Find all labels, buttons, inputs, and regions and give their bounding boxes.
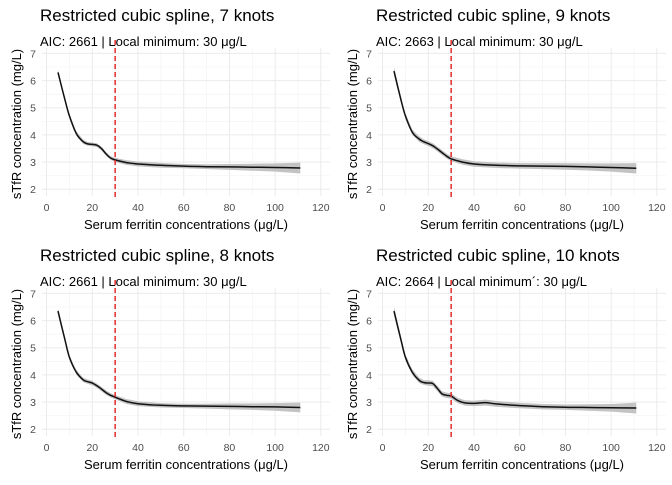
chart-panel: 0 20 40 60 80 100 120 2 3 4 5 6 7 Restricted cubic sp… — [9, 6, 330, 232]
x-tick-label: 0 — [380, 442, 386, 454]
confidence-band — [58, 308, 301, 413]
y-tick-label: 7 — [30, 288, 36, 300]
chart-panel: 0 20 40 60 80 100 120 2 3 4 5 6 7 Restricted cubic sp… — [345, 246, 666, 472]
y-axis-label: sTfR concentration (mg/L) — [9, 289, 24, 439]
y-tick-label: 3 — [366, 157, 372, 169]
x-tick-label: 40 — [132, 202, 144, 214]
x-axis-label: Serum ferritin concentrations (μg/L) — [420, 217, 624, 232]
x-tick-label: 0 — [44, 442, 50, 454]
y-tick-label: 6 — [30, 76, 36, 88]
chart-subtitle: AIC: 2661 | Local minimum: 30 μg/L — [40, 34, 247, 49]
y-tick-label: 5 — [30, 103, 36, 115]
x-axis-label: Serum ferritin concentrations (μg/L) — [84, 457, 288, 472]
x-tick-label: 20 — [422, 442, 434, 454]
x-tick-label: 100 — [266, 202, 284, 214]
y-tick-label: 7 — [30, 48, 36, 60]
y-tick-label: 6 — [366, 76, 372, 88]
x-tick-label: 60 — [514, 202, 526, 214]
confidence-band — [394, 307, 637, 414]
y-tick-label: 6 — [30, 316, 36, 328]
x-tick-label: 40 — [468, 202, 480, 214]
y-tick-label: 2 — [30, 184, 36, 196]
x-tick-label: 20 — [86, 442, 98, 454]
y-tick-label: 5 — [366, 343, 372, 355]
x-tick-label: 60 — [178, 442, 190, 454]
x-tick-label: 20 — [86, 202, 98, 214]
y-tick-label: 3 — [30, 397, 36, 409]
x-tick-label: 80 — [560, 202, 572, 214]
x-tick-label: 40 — [132, 442, 144, 454]
spline-line — [57, 72, 301, 169]
confidence-band — [394, 67, 637, 174]
y-tick-label: 7 — [366, 288, 372, 300]
chart-subtitle: AIC: 2663 | Local minimum: 30 μg/L — [376, 34, 583, 49]
x-tick-label: 80 — [224, 442, 236, 454]
y-tick-label: 3 — [30, 157, 36, 169]
spline-line — [393, 310, 637, 409]
chart-panel: 0 20 40 60 80 100 120 2 3 4 5 6 7 Restricted cubic sp… — [345, 6, 666, 232]
chart-subtitle: AIC: 2664 | Local minimum´: 30 μg/L — [376, 274, 587, 289]
spline-line — [57, 310, 301, 409]
y-tick-label: 4 — [366, 370, 372, 382]
x-tick-label: 60 — [178, 202, 190, 214]
spline-line — [393, 70, 637, 170]
y-tick-label: 2 — [366, 424, 372, 436]
chart-title: Restricted cubic spline, 9 knots — [376, 6, 610, 25]
x-tick-label: 80 — [560, 442, 572, 454]
y-tick-label: 7 — [366, 48, 372, 60]
y-tick-label: 6 — [366, 316, 372, 328]
y-axis-label: sTfR concentration (mg/L) — [345, 49, 360, 199]
chart-title: Restricted cubic spline, 10 knots — [376, 246, 620, 265]
y-tick-label: 4 — [30, 130, 36, 142]
y-tick-label: 5 — [30, 343, 36, 355]
x-tick-label: 120 — [648, 442, 666, 454]
x-tick-label: 120 — [648, 202, 666, 214]
y-tick-label: 2 — [366, 184, 372, 196]
chart-panel: 0 20 40 60 80 100 120 2 3 4 5 6 7 Restricted cubic sp… — [9, 246, 330, 472]
x-tick-label: 120 — [312, 442, 330, 454]
x-tick-label: 100 — [266, 442, 284, 454]
x-tick-label: 80 — [224, 202, 236, 214]
chart-subtitle: AIC: 2661 | Local minimum: 30 μg/L — [40, 274, 247, 289]
x-tick-label: 120 — [312, 202, 330, 214]
x-tick-label: 20 — [422, 202, 434, 214]
y-axis-label: sTfR concentration (mg/L) — [345, 289, 360, 439]
x-tick-label: 100 — [602, 202, 620, 214]
y-tick-label: 5 — [366, 103, 372, 115]
x-tick-label: 0 — [44, 202, 50, 214]
chart-title: Restricted cubic spline, 8 knots — [40, 246, 274, 265]
y-tick-label: 4 — [366, 130, 372, 142]
y-tick-label: 3 — [366, 397, 372, 409]
y-tick-label: 4 — [30, 370, 36, 382]
y-tick-label: 2 — [30, 424, 36, 436]
x-tick-label: 100 — [602, 442, 620, 454]
x-tick-label: 60 — [514, 442, 526, 454]
x-axis-label: Serum ferritin concentrations (μg/L) — [420, 457, 624, 472]
y-axis-label: sTfR concentration (mg/L) — [9, 49, 24, 199]
x-axis-label: Serum ferritin concentrations (μg/L) — [84, 217, 288, 232]
x-tick-label: 40 — [468, 442, 480, 454]
chart-title: Restricted cubic spline, 7 knots — [40, 6, 274, 25]
x-tick-label: 0 — [380, 202, 386, 214]
